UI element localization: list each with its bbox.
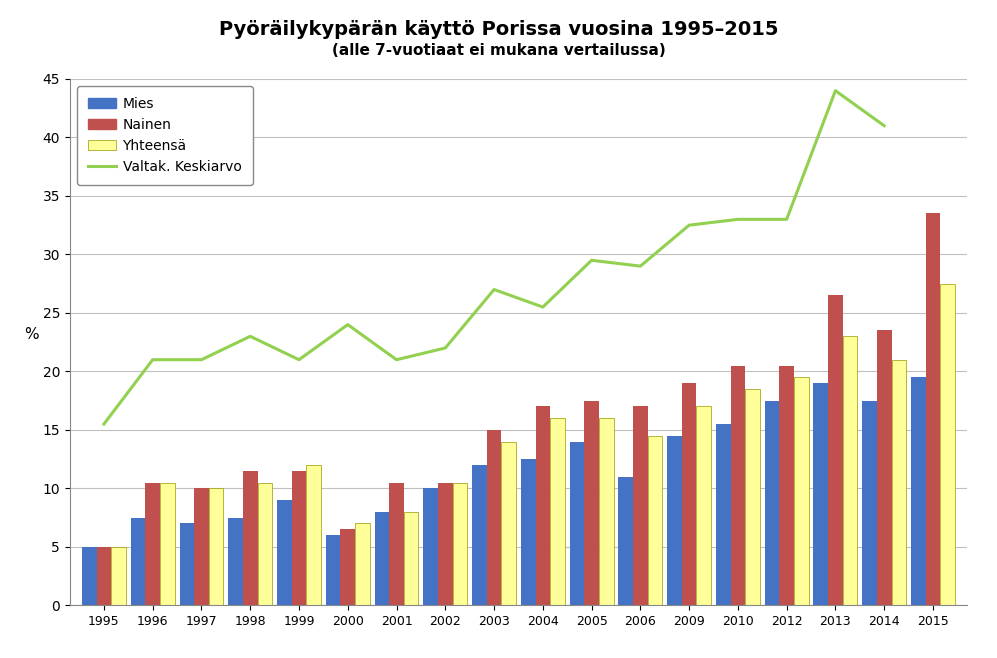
- Bar: [208, 488, 223, 605]
- Bar: [375, 512, 389, 605]
- Bar: [667, 436, 682, 605]
- Text: Pyöräilykypärän käyttö Porissa vuosina 1995–2015: Pyöräilykypärän käyttö Porissa vuosina 1…: [218, 20, 779, 39]
- Bar: [82, 547, 97, 605]
- Valtak. Keskiarvo: [732, 215, 744, 223]
- Bar: [550, 418, 564, 605]
- Bar: [228, 518, 243, 605]
- Bar: [765, 401, 780, 605]
- Bar: [306, 465, 321, 605]
- Bar: [97, 547, 112, 605]
- Valtak. Keskiarvo: [195, 356, 207, 364]
- Bar: [648, 436, 662, 605]
- Valtak. Keskiarvo: [244, 332, 256, 340]
- Bar: [453, 482, 468, 605]
- Valtak. Keskiarvo: [489, 286, 500, 293]
- Bar: [404, 512, 419, 605]
- Bar: [618, 476, 633, 605]
- Bar: [633, 407, 648, 605]
- Bar: [146, 482, 160, 605]
- Bar: [716, 424, 731, 605]
- Bar: [745, 389, 760, 605]
- Bar: [243, 471, 257, 605]
- Bar: [257, 482, 272, 605]
- Bar: [438, 482, 453, 605]
- Valtak. Keskiarvo: [147, 356, 159, 364]
- Valtak. Keskiarvo: [781, 215, 793, 223]
- Bar: [424, 488, 438, 605]
- Bar: [584, 401, 599, 605]
- Valtak. Keskiarvo: [440, 344, 452, 352]
- Line: Valtak. Keskiarvo: Valtak. Keskiarvo: [104, 91, 884, 424]
- Bar: [277, 500, 292, 605]
- Bar: [160, 482, 174, 605]
- Bar: [911, 377, 925, 605]
- Bar: [599, 418, 613, 605]
- Bar: [520, 459, 535, 605]
- Valtak. Keskiarvo: [98, 420, 110, 428]
- Bar: [292, 471, 306, 605]
- Bar: [877, 330, 891, 605]
- Bar: [535, 407, 550, 605]
- Bar: [780, 366, 794, 605]
- Valtak. Keskiarvo: [830, 87, 841, 95]
- Bar: [340, 529, 355, 605]
- Bar: [794, 377, 809, 605]
- Valtak. Keskiarvo: [585, 257, 597, 265]
- Bar: [501, 442, 516, 605]
- Bar: [697, 407, 711, 605]
- Valtak. Keskiarvo: [683, 221, 695, 229]
- Bar: [682, 383, 697, 605]
- Bar: [862, 401, 877, 605]
- Bar: [891, 360, 906, 605]
- Valtak. Keskiarvo: [293, 356, 305, 364]
- Valtak. Keskiarvo: [391, 356, 403, 364]
- Bar: [473, 465, 487, 605]
- Bar: [487, 430, 501, 605]
- Valtak. Keskiarvo: [536, 303, 548, 311]
- Bar: [194, 488, 208, 605]
- Valtak. Keskiarvo: [634, 262, 646, 270]
- Bar: [814, 383, 829, 605]
- Bar: [389, 482, 404, 605]
- Bar: [112, 547, 126, 605]
- Bar: [326, 535, 340, 605]
- Text: (alle 7-vuotiaat ei mukana vertailussa): (alle 7-vuotiaat ei mukana vertailussa): [332, 43, 665, 58]
- Bar: [842, 336, 857, 605]
- Legend: Mies, Nainen, Yhteensä, Valtak. Keskiarvo: Mies, Nainen, Yhteensä, Valtak. Keskiarv…: [77, 86, 252, 185]
- Valtak. Keskiarvo: [878, 122, 890, 130]
- Bar: [179, 524, 194, 605]
- Bar: [355, 524, 370, 605]
- Bar: [925, 213, 940, 605]
- Bar: [731, 366, 745, 605]
- Bar: [829, 295, 842, 605]
- Bar: [940, 284, 955, 605]
- Bar: [569, 442, 584, 605]
- Bar: [131, 518, 146, 605]
- Valtak. Keskiarvo: [342, 320, 354, 328]
- Y-axis label: %: %: [24, 327, 39, 342]
